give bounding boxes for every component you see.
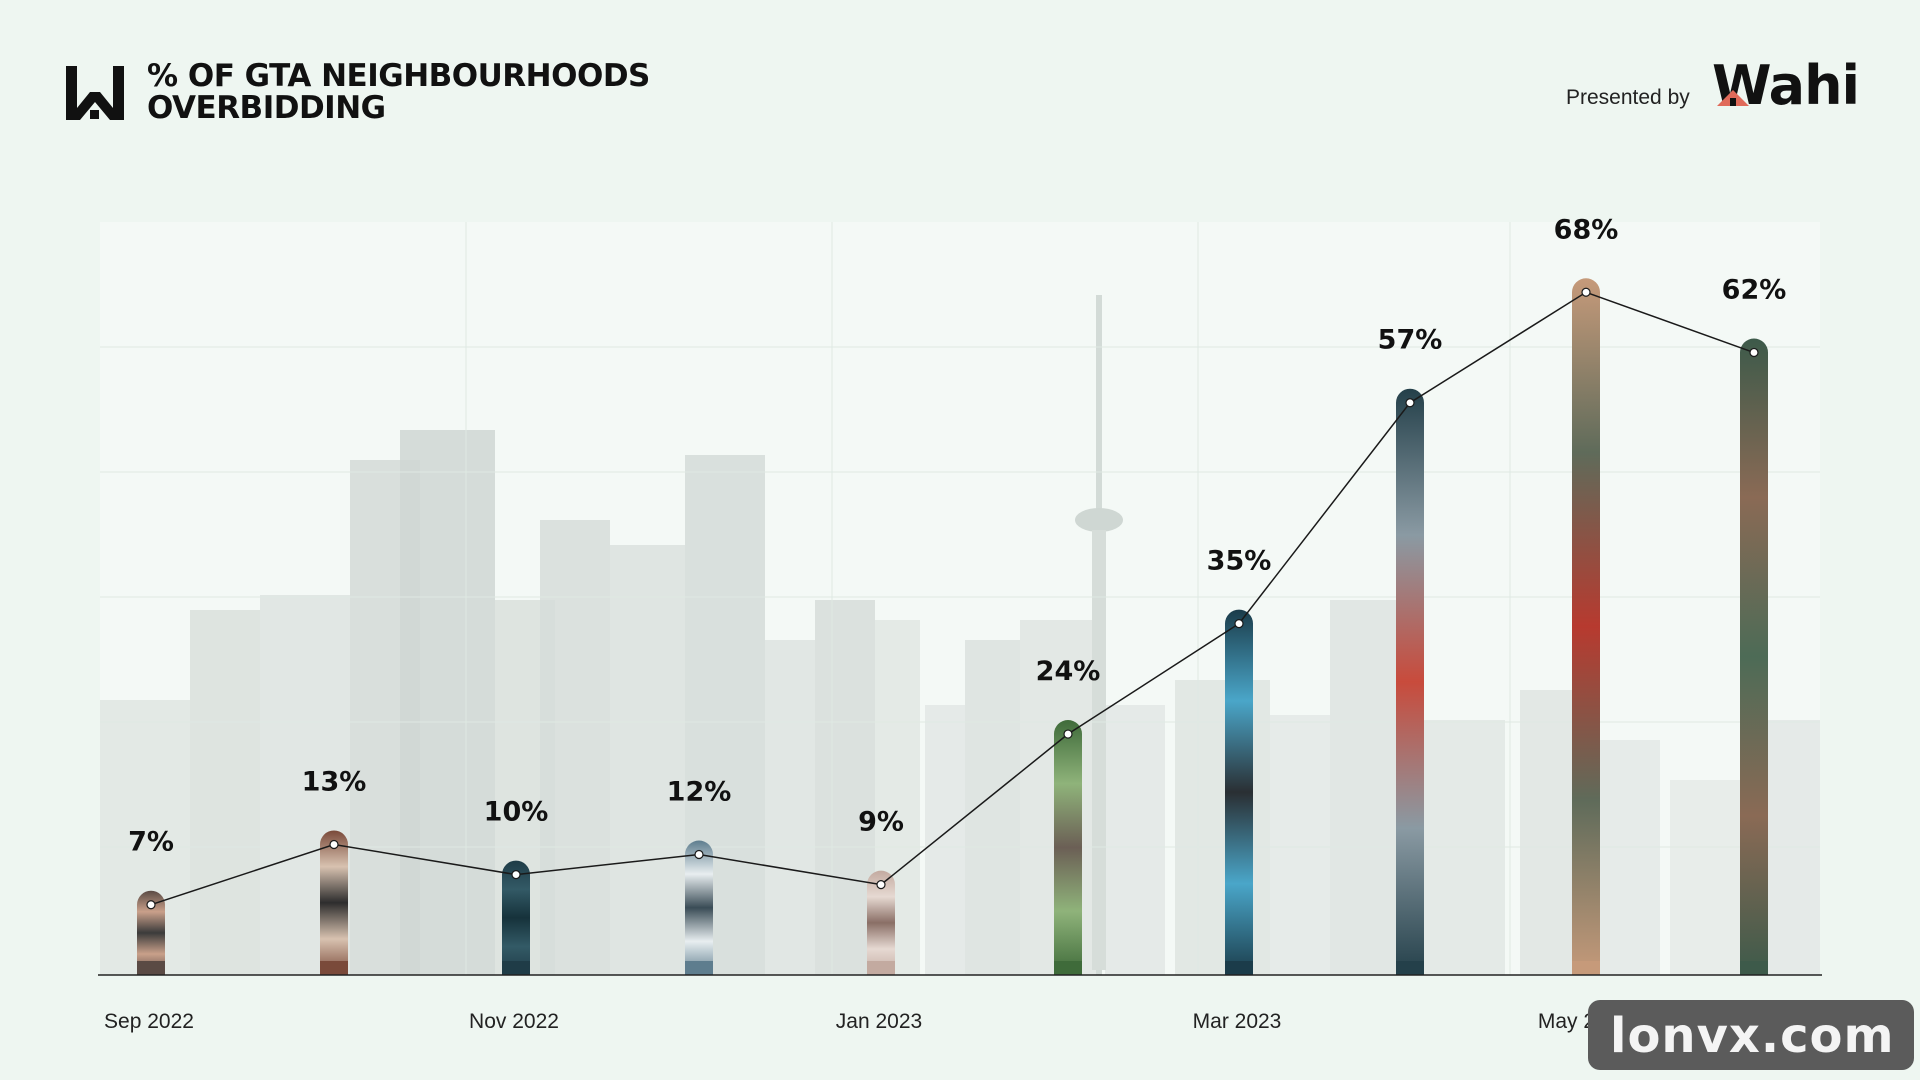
presented-by-label: Presented by [1566, 86, 1690, 109]
skyline-building [1270, 715, 1330, 975]
wahi-logo-icon [66, 66, 124, 120]
bar-6 [1225, 609, 1253, 975]
skyline-building [765, 640, 815, 975]
bar-base-0 [137, 961, 165, 975]
skyline-building [1175, 680, 1270, 975]
bar-base-7 [1396, 961, 1424, 975]
trend-point-0 [146, 900, 156, 910]
trend-point-4 [876, 880, 886, 890]
data-label-2: 10% [484, 797, 549, 828]
trend-line [150, 291, 1755, 906]
trend-point-7 [1405, 398, 1415, 408]
bar-base-6 [1225, 961, 1253, 975]
bar-3 [685, 840, 713, 975]
skyline-building [400, 430, 495, 975]
bar-7 [1396, 388, 1424, 976]
skyline-building [815, 600, 875, 975]
skyline-building [1670, 780, 1740, 975]
skyline-building [540, 520, 610, 975]
bar-2 [502, 860, 530, 975]
data-label-3: 12% [667, 777, 732, 808]
x-tick-label-0: Sep 2022 [104, 1010, 194, 1033]
data-label-6: 35% [1207, 546, 1272, 577]
bar-1 [320, 830, 348, 975]
page-title: % OF GTA NEIGHBOURHOODS OVERBIDDING [147, 60, 650, 124]
bar-base-5 [1054, 961, 1082, 975]
trend-point-5 [1063, 729, 1073, 739]
x-tick-label-6: Mar 2023 [1193, 1010, 1282, 1033]
bar-base-4 [867, 961, 895, 975]
bar-base-8 [1572, 961, 1600, 975]
bar-base-2 [502, 961, 530, 975]
skyline-building [190, 610, 260, 975]
skyline-building [1105, 705, 1165, 975]
data-label-4: 9% [858, 807, 904, 838]
bar-base-3 [685, 961, 713, 975]
cn-tower-pod [1075, 508, 1123, 532]
x-tick-label-2: Nov 2022 [469, 1010, 559, 1033]
bar-0 [137, 890, 165, 975]
trend-point-1 [329, 839, 339, 850]
trend-point-3 [694, 849, 704, 860]
x-tick-label-4: Jan 2023 [836, 1010, 922, 1033]
title-line-2: OVERBIDDING [147, 90, 386, 126]
bar-5 [1054, 720, 1082, 975]
title-line-1: % OF GTA NEIGHBOURHOODS [147, 58, 650, 94]
skyline-building [610, 545, 685, 975]
bar-8 [1572, 278, 1600, 975]
data-label-9: 62% [1722, 275, 1787, 306]
bar-9 [1740, 338, 1768, 975]
skyline-building [965, 640, 1020, 975]
cn-tower-base [1092, 530, 1106, 970]
data-label-1: 13% [302, 766, 367, 797]
bar-base-1 [320, 961, 348, 975]
bar-4 [867, 870, 895, 975]
house-roof-icon [1717, 90, 1749, 106]
trend-point-6 [1234, 618, 1244, 629]
skyline-building [925, 705, 965, 975]
watermark-badge: lonvx.com [1588, 1000, 1914, 1070]
data-label-5: 24% [1036, 656, 1101, 687]
bar-base-9 [1740, 961, 1768, 975]
data-label-7: 57% [1378, 325, 1443, 356]
data-label-0: 7% [128, 827, 174, 858]
skyline-building [1600, 740, 1660, 975]
trend-point-2 [511, 869, 521, 880]
trend-point-8 [1581, 287, 1591, 297]
trend-point-9 [1749, 347, 1759, 358]
watermark-text: lonvx.com [1610, 1008, 1895, 1064]
data-label-8: 68% [1554, 214, 1619, 245]
